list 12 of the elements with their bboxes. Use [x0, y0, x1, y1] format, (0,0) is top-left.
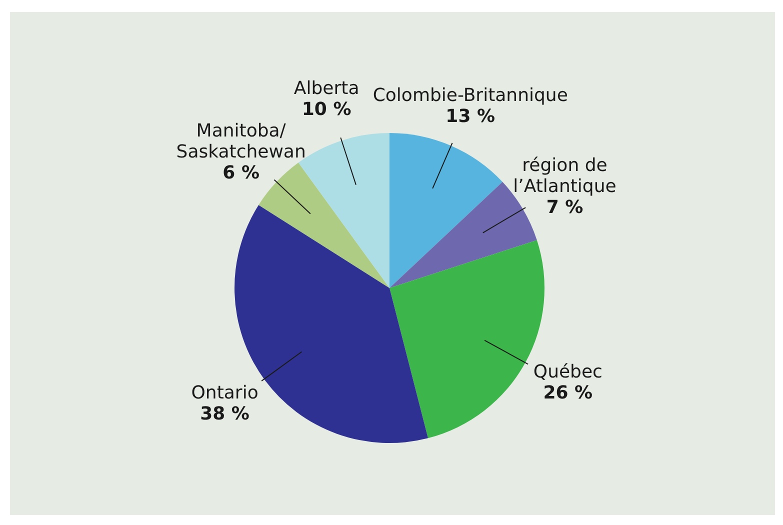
data-label: 13 % [446, 106, 496, 127]
data-label: 6 % [222, 162, 260, 184]
slice-label: Québec [533, 361, 602, 382]
data-label: 10 % [302, 99, 352, 120]
slice-label: région de l’Atlantique [513, 155, 616, 198]
slice-label: Colombie-Britannique [372, 84, 568, 106]
slice-label: Manitoba/ Saskatchewan [176, 120, 306, 162]
data-label: 7 % [546, 197, 584, 218]
slice-label: Ontario [191, 382, 258, 404]
data-label: 26 % [543, 382, 593, 404]
data-label: 38 % [200, 403, 250, 424]
slice-label: Alberta [294, 78, 360, 100]
